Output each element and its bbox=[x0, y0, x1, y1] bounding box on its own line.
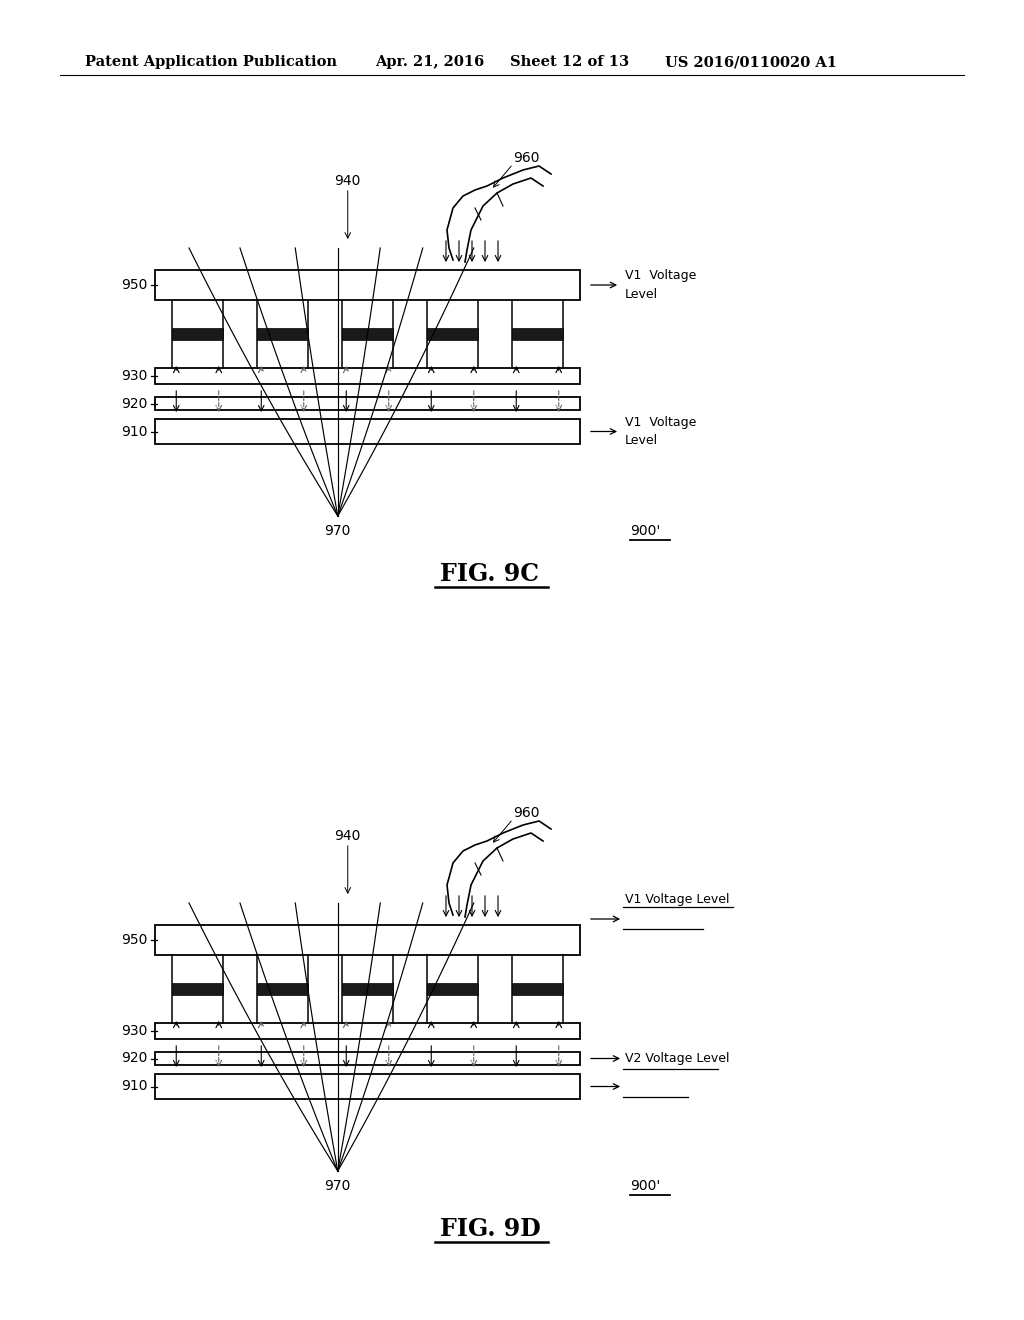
Bar bbox=[155, 368, 580, 384]
Text: FIG. 9D: FIG. 9D bbox=[439, 1217, 541, 1241]
Text: Level: Level bbox=[625, 288, 658, 301]
Bar bbox=[172, 983, 223, 995]
Bar bbox=[155, 418, 580, 444]
Bar bbox=[155, 271, 580, 300]
Bar bbox=[257, 327, 308, 341]
Text: 930: 930 bbox=[122, 1024, 148, 1038]
Text: V1  Voltage: V1 Voltage bbox=[625, 416, 696, 429]
Text: 930: 930 bbox=[122, 370, 148, 383]
Text: 950: 950 bbox=[122, 279, 148, 292]
Text: 960: 960 bbox=[513, 150, 540, 165]
Text: 940: 940 bbox=[335, 174, 360, 187]
Bar bbox=[427, 983, 478, 995]
Bar bbox=[512, 327, 563, 341]
Text: 920: 920 bbox=[122, 1052, 148, 1065]
Text: 960: 960 bbox=[513, 807, 540, 820]
Text: FIG. 9C: FIG. 9C bbox=[440, 562, 540, 586]
Bar bbox=[342, 983, 393, 995]
Text: 910: 910 bbox=[122, 425, 148, 438]
Text: 950: 950 bbox=[122, 933, 148, 946]
Text: US 2016/0110020 A1: US 2016/0110020 A1 bbox=[665, 55, 837, 69]
Text: Patent Application Publication: Patent Application Publication bbox=[85, 55, 337, 69]
Text: V2 Voltage Level: V2 Voltage Level bbox=[625, 1052, 729, 1065]
Text: Level: Level bbox=[625, 434, 658, 447]
Bar bbox=[155, 1023, 580, 1039]
Text: Sheet 12 of 13: Sheet 12 of 13 bbox=[510, 55, 629, 69]
Bar bbox=[155, 925, 580, 954]
Text: V1  Voltage: V1 Voltage bbox=[625, 269, 696, 282]
Bar bbox=[155, 397, 580, 411]
Text: 970: 970 bbox=[325, 524, 351, 539]
Text: 970: 970 bbox=[325, 1179, 351, 1193]
Text: 940: 940 bbox=[335, 829, 360, 843]
Bar bbox=[342, 327, 393, 341]
Text: 920: 920 bbox=[122, 396, 148, 411]
Bar bbox=[172, 327, 223, 341]
Text: V1 Voltage Level: V1 Voltage Level bbox=[625, 892, 729, 906]
Text: 900': 900' bbox=[630, 1179, 660, 1193]
Bar bbox=[257, 983, 308, 995]
Text: 900': 900' bbox=[630, 524, 660, 539]
Bar bbox=[155, 1052, 580, 1065]
Text: 910: 910 bbox=[122, 1080, 148, 1093]
Bar bbox=[512, 983, 563, 995]
Bar bbox=[155, 1074, 580, 1100]
Text: Apr. 21, 2016: Apr. 21, 2016 bbox=[375, 55, 484, 69]
Bar bbox=[427, 327, 478, 341]
